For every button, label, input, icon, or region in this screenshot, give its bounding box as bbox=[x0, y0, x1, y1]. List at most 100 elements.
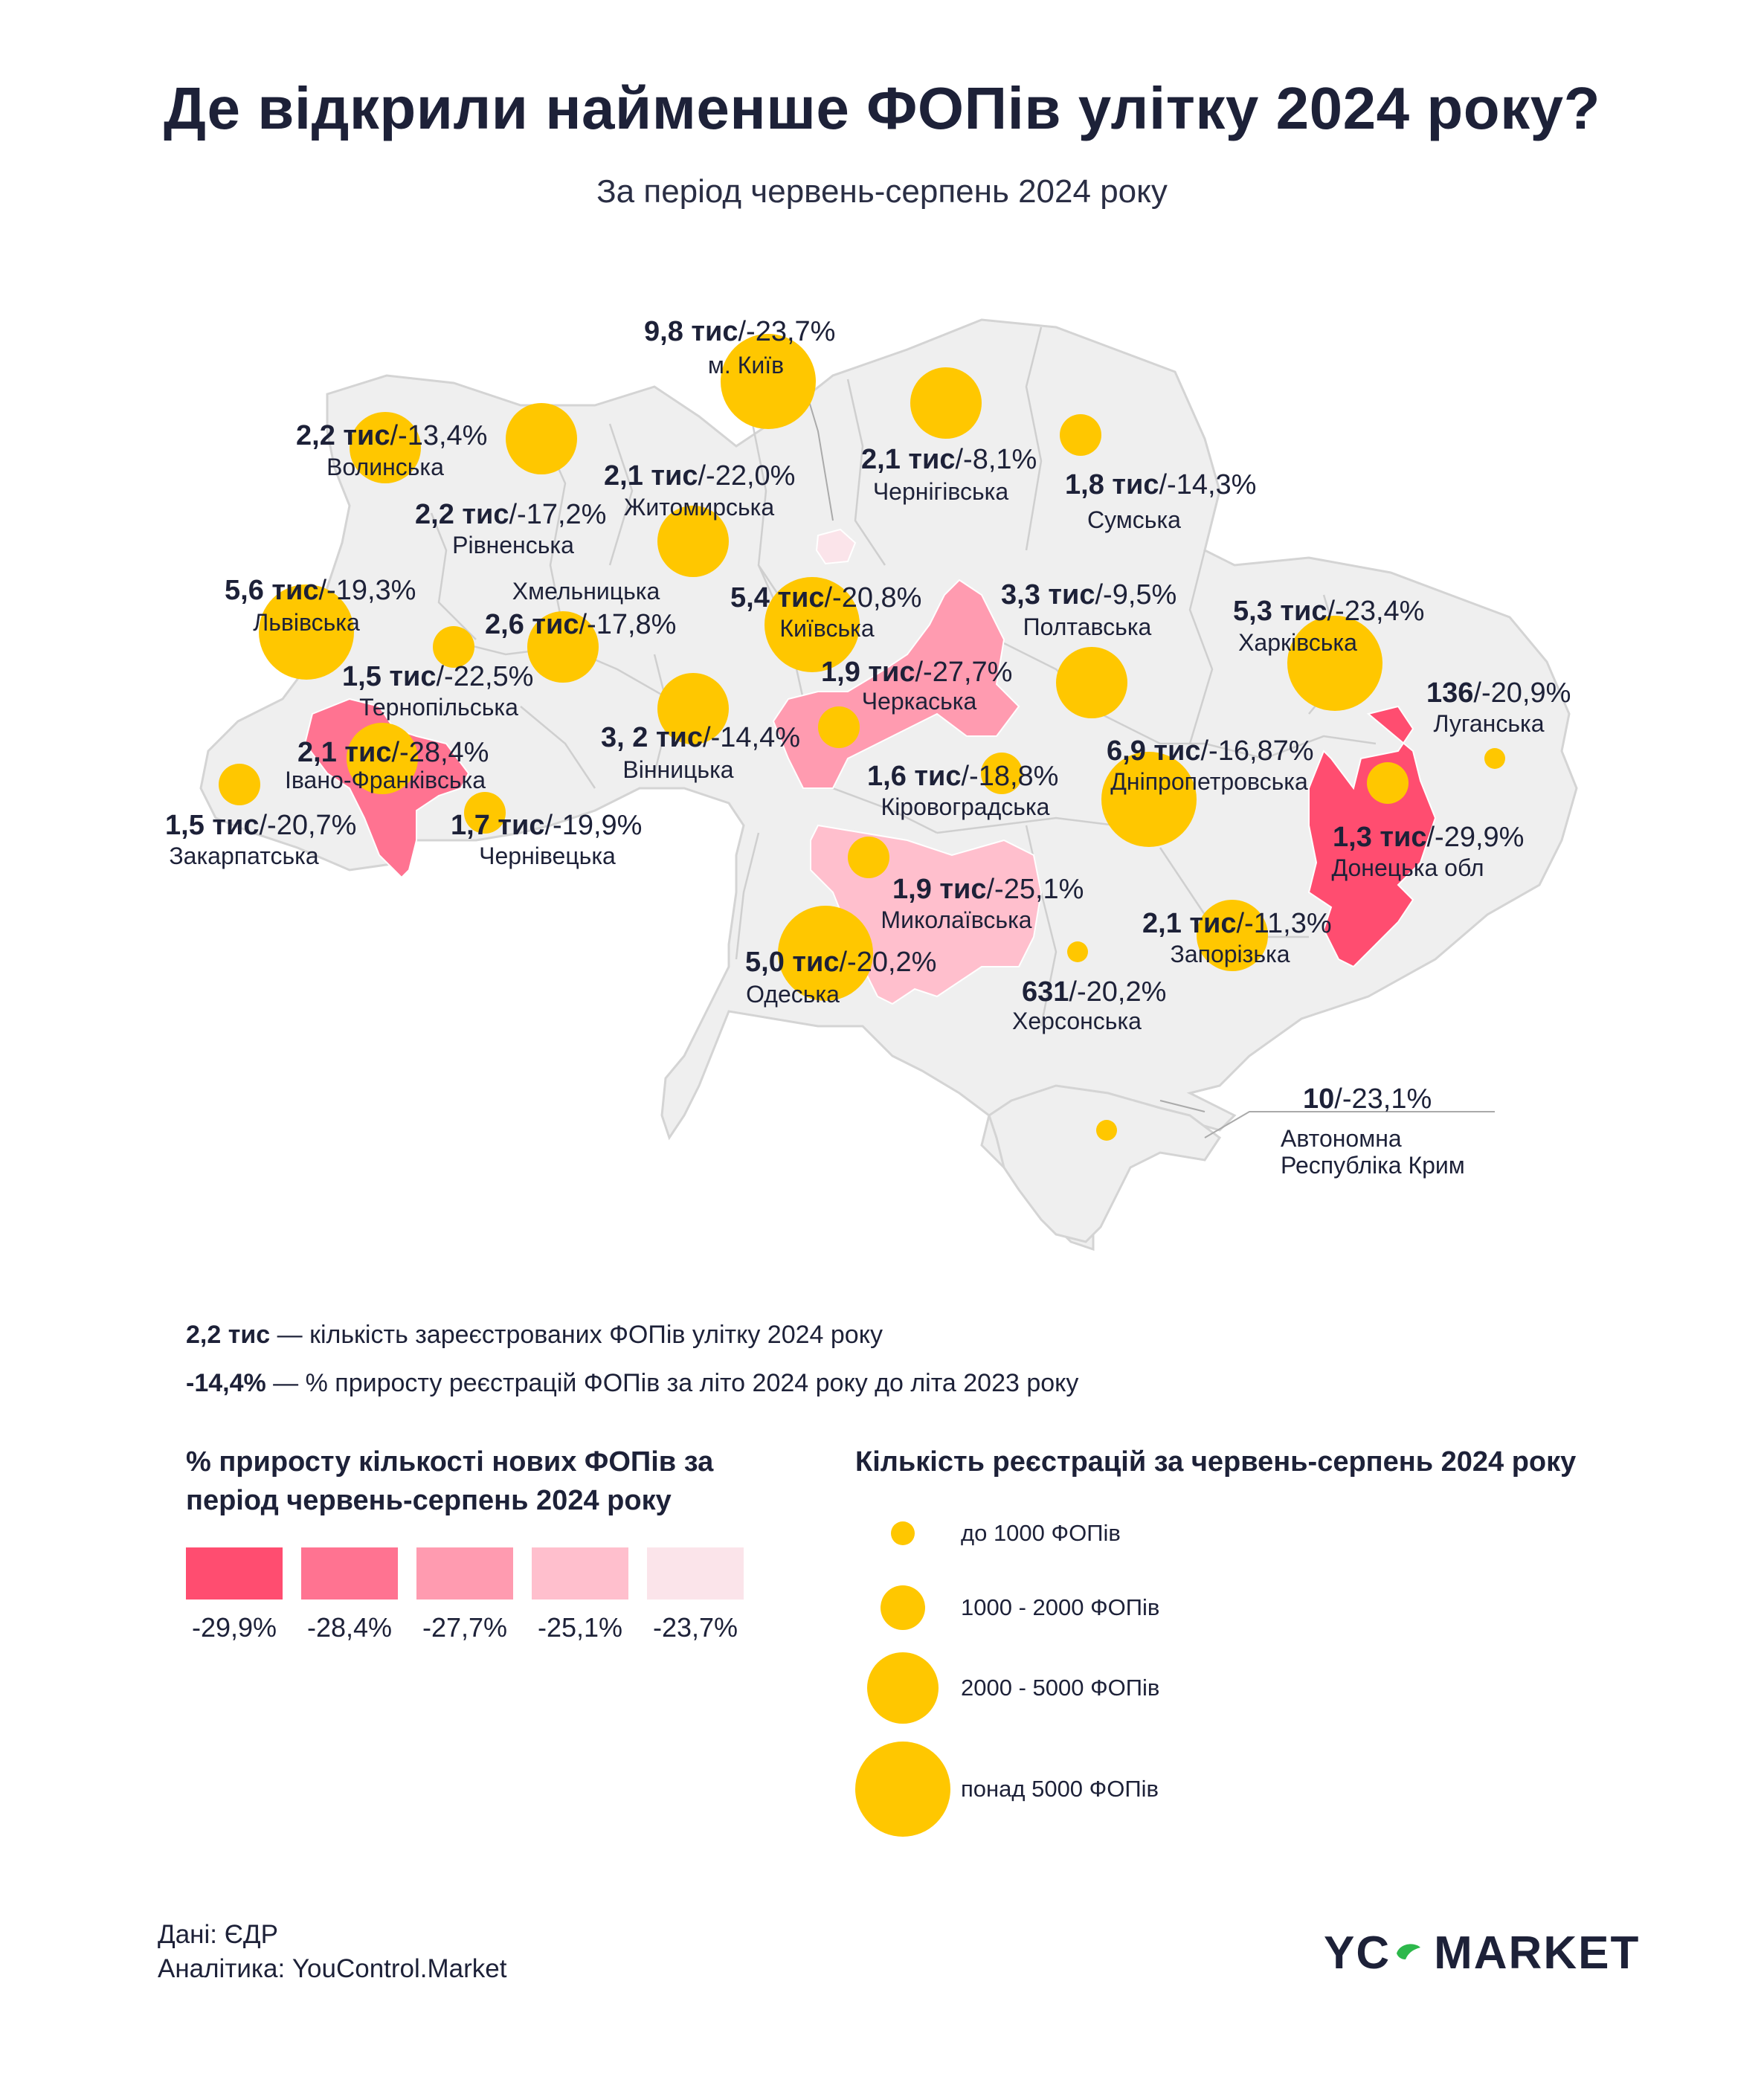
color-legend-swatch-4 bbox=[532, 1547, 628, 1600]
region-value-odeska: 5,0 тис/-20,2% bbox=[745, 947, 937, 978]
region-value-cherkaska: 1,9 тис/-27,7% bbox=[821, 657, 1013, 688]
color-legend-swatch-5 bbox=[647, 1547, 744, 1600]
region-value-zakarpatska: 1,5 тис/-20,7% bbox=[165, 810, 357, 841]
bubble-17 bbox=[981, 753, 1023, 794]
region-value-crimea: 10/-23,1% bbox=[1303, 1083, 1432, 1115]
bubble-26 bbox=[1096, 1120, 1117, 1141]
region-value-donetska: 1,3 тис/-29,9% bbox=[1333, 822, 1525, 853]
region-name-ivano-frankivska: Івано-Франківська bbox=[285, 767, 486, 793]
region-name-rivnenska: Рівненська bbox=[452, 532, 574, 558]
size-legend-dot-2 bbox=[881, 1585, 925, 1630]
explain-count: 2,2 тис — кількість зареєстрованих ФОПів… bbox=[186, 1321, 883, 1349]
brand-logo-right: MARKET bbox=[1434, 1927, 1641, 1979]
page-subtitle: За період червень-серпень 2024 року bbox=[596, 173, 1168, 210]
region-name-zakarpatska: Закарпатська bbox=[169, 843, 319, 869]
color-legend-swatch-3 bbox=[416, 1547, 513, 1600]
region-value-zaporizka: 2,1 тис/-11,3% bbox=[1142, 908, 1332, 939]
region-value-chernivetska: 1,7 тис/-19,9% bbox=[451, 810, 643, 841]
size-legend-label-1: до 1000 ФОПів bbox=[961, 1520, 1121, 1546]
region-name-khmelnytska: Хмельницька bbox=[512, 578, 660, 605]
size-legend-title: Кількість реєстрацій за червень-серпень … bbox=[855, 1446, 1577, 1478]
bubble-24 bbox=[778, 906, 873, 1001]
region-name-chernihivska: Чернігівська bbox=[872, 478, 1009, 505]
bubble-18 bbox=[1101, 752, 1197, 847]
region-name-luhanska: Луганська bbox=[1433, 710, 1545, 737]
region-name-crimea-line1: Автономна bbox=[1281, 1125, 1402, 1152]
region-value-kharkivska: 5,3 тис/-23,4% bbox=[1233, 596, 1425, 627]
color-legend-label-4: -25,1% bbox=[537, 1612, 623, 1643]
bubble-14 bbox=[1484, 748, 1505, 769]
color-legend-title-line1: % приросту кількості нових ФОПів за bbox=[186, 1446, 714, 1478]
region-name-odeska: Одеська bbox=[746, 981, 840, 1008]
page-title: Де відкрили найменше ФОПів улітку 2024 р… bbox=[164, 75, 1600, 141]
size-legend-label-3: 2000 - 5000 ФОПів bbox=[961, 1675, 1160, 1701]
region-name-kirovohradska: Кіровоградська bbox=[881, 793, 1050, 820]
region-name-zhytomyrska: Житомирська bbox=[623, 494, 775, 521]
region-value-mykolaivska: 1,9 тис/-25,1% bbox=[892, 874, 1084, 905]
bubble-19 bbox=[219, 764, 260, 805]
bubble-4 bbox=[910, 367, 982, 439]
bubble-20 bbox=[464, 792, 506, 834]
brand-leaf-icon bbox=[1397, 1943, 1421, 1959]
region-name-vinnytska: Вінницька bbox=[622, 756, 734, 783]
region-value-rivnenska: 2,2 тис/-17,2% bbox=[415, 499, 607, 530]
region-value-khmelnytska: 2,6 тис/-17,8% bbox=[485, 609, 677, 640]
explain-pct: -14,4% — % приросту реєстрацій ФОПів за … bbox=[186, 1369, 1079, 1397]
region-name-lvivska: Львівська bbox=[253, 609, 360, 636]
bubble-11 bbox=[1287, 616, 1382, 711]
region-value-kyivska: 5,4 тис/-20,8% bbox=[730, 582, 922, 613]
region-value-sumska: 1,8 тис/-14,3% bbox=[1065, 469, 1257, 500]
size-legend-dot-1 bbox=[891, 1521, 915, 1545]
color-legend-label-2: -28,4% bbox=[306, 1612, 393, 1643]
bubble-22 bbox=[848, 837, 889, 878]
size-legend-dot-4 bbox=[855, 1742, 950, 1837]
region-value-vinnytska: 3, 2 тис/-14,4% bbox=[601, 722, 801, 753]
bubble-7 bbox=[259, 584, 354, 680]
region-name-khersonska: Херсонська bbox=[1012, 1008, 1142, 1034]
bubble-25 bbox=[1067, 941, 1088, 962]
region-name-sumska: Сумська bbox=[1087, 506, 1181, 533]
crimea-shape bbox=[988, 1084, 1222, 1243]
bubble-2 bbox=[350, 412, 421, 483]
region-value-zhytomyrska: 2,1 тис/-22,0% bbox=[604, 460, 796, 492]
bubble-13 bbox=[818, 706, 860, 748]
bubble-layer bbox=[219, 334, 1505, 1141]
region-name-cherkaska: Черкаська bbox=[861, 688, 977, 715]
bubble-23 bbox=[1197, 900, 1268, 971]
region-value-ternopilska: 1,5 тис/-22,5% bbox=[342, 661, 534, 692]
region-value-khersonska: 631/-20,2% bbox=[1022, 976, 1167, 1008]
bubble-15 bbox=[347, 723, 418, 794]
region-name-donetska: Донецька обл bbox=[1331, 854, 1484, 881]
region-value-lvivska: 5,6 тис/-19,3% bbox=[225, 575, 416, 606]
region-value-luhanska: 136/-20,9% bbox=[1426, 677, 1571, 709]
region-value-dnipropetrovska: 6,9 тис/-16,87% bbox=[1107, 735, 1314, 767]
color-legend-swatch-1 bbox=[186, 1547, 283, 1600]
region-value-kirovohradska: 1,6 тис/-18,8% bbox=[867, 761, 1059, 792]
region-value-volynska: 2,2 тис/-13,4% bbox=[296, 420, 488, 451]
region-shape-kyiv-city bbox=[815, 528, 857, 565]
color-legend-title-line2: період червень-серпень 2024 року bbox=[186, 1485, 672, 1516]
bubble-8 bbox=[527, 611, 599, 683]
region-name-chernivetska: Чернівецька bbox=[479, 843, 616, 869]
region-value-chernihivska: 2,1 тис/-8,1% bbox=[861, 444, 1037, 475]
region-name-mykolaivska: Миколаївська bbox=[881, 906, 1032, 933]
region-name-crimea-line2: Республіка Крим bbox=[1281, 1152, 1465, 1179]
color-legend-label-1: -29,9% bbox=[191, 1612, 277, 1643]
region-name-ternopilska: Тернопільська bbox=[359, 694, 518, 721]
size-legend-label-4: понад 5000 ФОПів bbox=[961, 1776, 1159, 1802]
bubble-10 bbox=[1056, 647, 1127, 718]
region-name-kyivska: Київська bbox=[779, 615, 875, 642]
brand-logo-left: YC bbox=[1324, 1927, 1391, 1979]
region-value-kyiv-city: 9,8 тис/-23,7% bbox=[644, 316, 836, 347]
color-legend-swatch-2 bbox=[301, 1547, 398, 1600]
size-legend-dot-3 bbox=[867, 1652, 939, 1724]
region-name-poltavska: Полтавська bbox=[1023, 613, 1152, 640]
color-legend-label-5: -23,7% bbox=[652, 1612, 738, 1643]
bubble-3 bbox=[657, 506, 729, 577]
region-name-dnipropetrovska: Дніпропетровська bbox=[1110, 768, 1308, 795]
bubble-6 bbox=[506, 403, 577, 474]
region-name-kyiv-city: м. Київ bbox=[707, 352, 785, 378]
region-name-kharkivska: Харківська bbox=[1238, 629, 1357, 656]
region-name-zaporizka: Запорізька bbox=[1170, 941, 1290, 967]
